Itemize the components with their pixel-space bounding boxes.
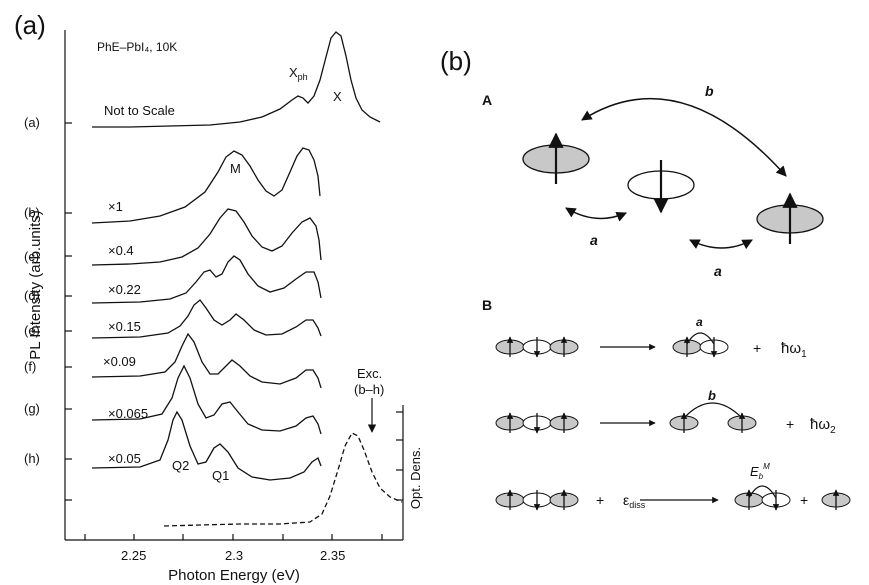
spectrum-d: [91, 255, 322, 304]
section-b-label: B: [482, 297, 492, 313]
photon-energy-1: ħω1: [781, 340, 807, 360]
arc-label-a: a: [696, 315, 703, 329]
spectra: [91, 31, 403, 527]
section-a-label: A: [482, 92, 492, 108]
exc-range-label: (b–h): [354, 382, 384, 397]
multiplier-b: ×1: [108, 199, 123, 214]
peak-label-m: M: [230, 161, 241, 176]
arc-a: [686, 332, 715, 345]
right-axis-label: Opt. Dens.: [408, 447, 423, 509]
spectrum-f: [91, 332, 322, 389]
panel-b-letter: (b): [440, 46, 472, 76]
reaction-arrows: [600, 343, 719, 504]
hop-a-label-left: a: [590, 232, 598, 248]
hop-b-label: b: [705, 83, 714, 99]
curve-label-e: (e): [24, 323, 40, 338]
hop-b-arrow: [581, 98, 787, 177]
multiplier-d: ×0.22: [108, 282, 141, 297]
not-to-scale-note: Not to Scale: [104, 103, 175, 118]
multiplier-labels: ×1 ×0.4 ×0.22 ×0.15 ×0.09 ×0.065 ×0.05: [103, 199, 148, 466]
arc-label-b: b: [708, 388, 716, 403]
absorption-spectrum: [163, 432, 403, 527]
spectrum-c: [91, 208, 322, 266]
x-tick-2.3: 2.3: [225, 548, 243, 563]
peak-label-q2: Q2: [172, 458, 189, 473]
x-axis-label: Photon Energy (eV): [168, 567, 300, 584]
spectrum-h: [91, 410, 322, 481]
plus-sign-2: +: [786, 416, 794, 432]
curve-label-c: (c): [24, 249, 39, 264]
exc-label: Exc.: [357, 366, 382, 381]
product-arcs: [683, 332, 777, 499]
hop-a-label-right: a: [714, 263, 722, 279]
plus-sign-1: +: [753, 340, 761, 356]
y-axis-label: PL Intensity (arb.units): [27, 210, 44, 360]
peak-label-xph: Xph: [289, 65, 308, 82]
section-b-diagram: [495, 336, 851, 511]
spectrum-e: [91, 299, 322, 339]
multiplier-e: ×0.15: [108, 319, 141, 334]
binding-energy-label: EbM: [750, 462, 770, 481]
plus-sign-4: +: [800, 492, 808, 508]
photon-energy-2: ħω2: [810, 416, 836, 436]
x-tick-2.25: 2.25: [121, 548, 146, 563]
curve-label-h: (h): [24, 451, 40, 466]
curve-label-b: (b): [24, 205, 40, 220]
dissociation-energy: εdiss: [623, 492, 646, 510]
bottom-tick-marks: [84, 534, 383, 540]
spectrum-a: [92, 31, 381, 128]
sample-label: PhE–PbI₄, 10K: [97, 40, 177, 54]
left-tick-marks: [65, 122, 72, 501]
curve-label-a: (a): [24, 115, 40, 130]
arc-b: [683, 402, 743, 419]
spectrum-g: [91, 364, 322, 435]
right-axis-ticks: [396, 411, 403, 501]
x-tick-2.35: 2.35: [320, 548, 345, 563]
multiplier-f: ×0.09: [103, 354, 136, 369]
curve-label-g: (g): [24, 401, 40, 416]
section-a-diagram: [522, 98, 824, 250]
curve-label-f: (f): [24, 359, 36, 374]
spectrum-b: [91, 147, 321, 224]
hop-a-arrow-left: [565, 207, 627, 222]
plus-sign-3: +: [596, 492, 604, 508]
multiplier-c: ×0.4: [108, 243, 134, 258]
arc-binding: [748, 485, 777, 499]
multiplier-h: ×0.05: [108, 451, 141, 466]
panel-a-letter: (a): [14, 10, 46, 40]
multiplier-g: ×0.065: [108, 406, 148, 421]
peak-label-x: X: [333, 89, 342, 104]
curve-labels: (a) (b) (c) (d) (e) (f) (g) (h): [24, 115, 40, 466]
panel-a-axes: [64, 30, 404, 541]
hop-a-arrow-right: [689, 239, 753, 250]
peak-label-q1: Q1: [212, 468, 229, 483]
curve-label-d: (d): [24, 288, 40, 303]
